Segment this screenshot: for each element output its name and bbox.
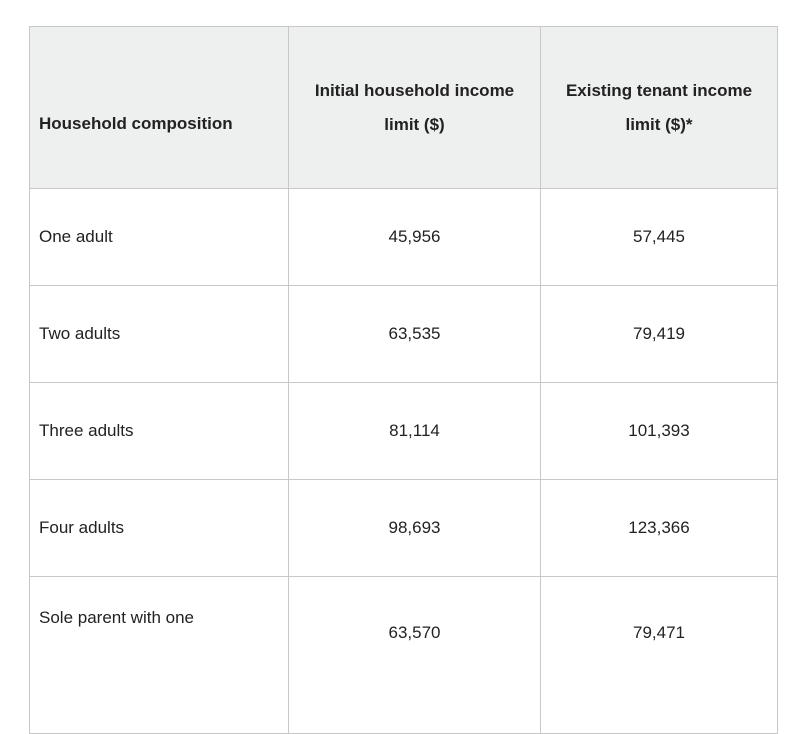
table-header-row: Household composition Initial household … [29, 26, 778, 189]
table-row: Sole parent with one 63,570 79,471 [29, 576, 778, 734]
household-cell: Two adults [29, 285, 289, 383]
existing-limit-cell: 57,445 [540, 188, 778, 286]
table-row: Two adults 63,535 79,419 [29, 285, 778, 383]
initial-limit-cell: 81,114 [288, 382, 541, 480]
household-cell: One adult [29, 188, 289, 286]
initial-limit-cell: 63,535 [288, 285, 541, 383]
existing-limit-cell: 101,393 [540, 382, 778, 480]
table-row: One adult 45,956 57,445 [29, 188, 778, 286]
initial-limit-cell: 98,693 [288, 479, 541, 577]
initial-limit-cell: 63,570 [288, 576, 541, 734]
household-cell: Three adults [29, 382, 289, 480]
household-cell: Sole parent with one [29, 576, 289, 734]
existing-limit-cell: 79,471 [540, 576, 778, 734]
household-cell: Four adults [29, 479, 289, 577]
initial-limit-cell: 45,956 [288, 188, 541, 286]
table-row: Four adults 98,693 123,366 [29, 479, 778, 577]
header-household-composition: Household composition [29, 26, 289, 189]
income-limits-table: Household composition Initial household … [29, 26, 778, 734]
table-row: Three adults 81,114 101,393 [29, 382, 778, 480]
header-initial-income-limit: Initial household income limit ($) [288, 26, 541, 189]
header-existing-tenant-limit: Existing tenant income limit ($)* [540, 26, 778, 189]
existing-limit-cell: 79,419 [540, 285, 778, 383]
existing-limit-cell: 123,366 [540, 479, 778, 577]
